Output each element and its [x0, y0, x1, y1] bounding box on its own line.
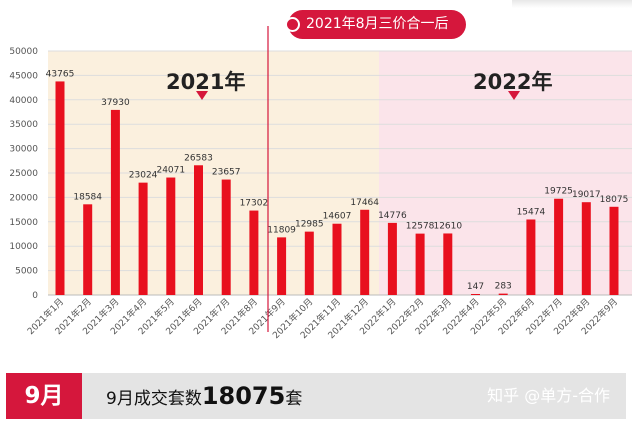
- data-label: 18584: [73, 192, 102, 202]
- bar: [249, 210, 259, 295]
- data-label: 23657: [212, 168, 241, 178]
- data-label: 14776: [378, 211, 407, 221]
- summary-prefix: 9月成交套数: [106, 389, 202, 409]
- bar: [360, 209, 370, 295]
- y-tick-label: 45000: [9, 71, 38, 81]
- bar: [332, 223, 342, 295]
- y-axis-ticks: 0 5000 10000 15000 20000 25000 30000 35000 40000…: [9, 47, 38, 301]
- watermark: 知乎 @单方-合作: [487, 386, 610, 405]
- bar: [415, 233, 425, 295]
- y-tick-label: 35000: [9, 120, 38, 130]
- summary-suffix: 套: [285, 389, 303, 409]
- y-tick-label: 30000: [9, 145, 38, 155]
- bar: [609, 206, 619, 295]
- top-shadow: [512, 0, 632, 8]
- data-label: 23024: [129, 171, 158, 181]
- data-label: 147: [467, 282, 484, 292]
- data-label: 19725: [544, 187, 573, 197]
- data-label: 17302: [240, 199, 269, 209]
- data-label: 18075: [600, 195, 629, 205]
- month-badge: 9月: [6, 373, 82, 419]
- data-label: 26583: [184, 153, 213, 163]
- bar: [194, 165, 203, 295]
- summary-value: 18075: [201, 382, 286, 410]
- bar: [221, 179, 231, 295]
- summary-bar: 9月 9月成交套数18075套 知乎 @单方-合作: [6, 373, 626, 419]
- bar: [166, 177, 176, 295]
- y-tick-label: 10000: [9, 242, 38, 252]
- data-label: 12578: [406, 222, 435, 232]
- bar: [83, 204, 93, 295]
- down-arrow-icon-2021: [196, 91, 208, 100]
- callout-dot-icon: [285, 17, 300, 32]
- bar: [138, 182, 148, 295]
- bar: [554, 198, 564, 295]
- bar: [387, 222, 397, 295]
- bar: [55, 81, 65, 295]
- down-arrow-icon-2022: [508, 91, 520, 100]
- y-tick-label: 0: [32, 291, 38, 301]
- y-tick-label: 40000: [9, 96, 38, 106]
- y-tick-label: 20000: [9, 193, 38, 203]
- data-label: 37930: [101, 98, 130, 108]
- summary-text: 9月成交套数18075套: [106, 373, 302, 422]
- data-label: 14607: [323, 212, 352, 222]
- bar: [304, 231, 314, 295]
- data-label: 12985: [295, 220, 324, 230]
- data-label: 12610: [433, 221, 462, 231]
- data-label: 24071: [156, 166, 185, 176]
- period-label-2022: 2022年: [473, 70, 553, 94]
- bar: [581, 202, 591, 295]
- data-label: 15474: [517, 207, 546, 217]
- bar: [443, 233, 453, 295]
- data-label: 17464: [350, 198, 379, 208]
- x-axis-ticks: 2021年1月2021年2月2021年3月2021年4月2021年5月2021年…: [25, 296, 620, 342]
- policy-callout: 2021年8月三价合一后: [285, 10, 466, 39]
- data-label: 19017: [572, 190, 601, 200]
- y-tick-label: 50000: [9, 47, 38, 57]
- period-label-2021: 2021年: [166, 70, 246, 94]
- y-tick-label: 25000: [9, 169, 38, 179]
- monthly-sales-bar-chart: 0 5000 10000 15000 20000 25000 30000 35000 40000…: [9, 26, 632, 342]
- y-tick-label: 15000: [9, 218, 38, 228]
- bar: [110, 109, 120, 295]
- y-tick-label: 5000: [15, 267, 38, 277]
- bar: [526, 219, 536, 295]
- bar: [471, 294, 480, 295]
- data-label: 283: [495, 282, 512, 292]
- bars: [55, 81, 619, 295]
- bar: [498, 293, 508, 295]
- data-label: 11809: [267, 225, 296, 235]
- callout-text: 2021年8月三价合一后: [306, 16, 449, 32]
- data-label: 43765: [46, 69, 75, 79]
- bar: [277, 237, 287, 295]
